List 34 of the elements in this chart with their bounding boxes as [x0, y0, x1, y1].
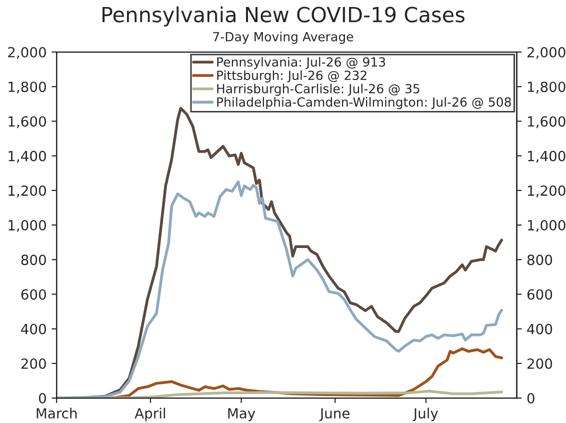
line-series	[56, 180, 504, 398]
y2-tick-label: 1,000	[528, 220, 566, 232]
legend-label: Pittsburgh: Jul-26 @ 232	[217, 70, 366, 82]
y-tick-label: 800	[21, 254, 46, 266]
y2-tick-label: 1,400	[528, 150, 566, 163]
y-tick-label: 1,000	[8, 220, 46, 232]
y-tick-label: 0	[38, 393, 46, 404]
chart-subtitle: 7-Day Moving Average	[213, 32, 354, 44]
y-tick-label: 200	[21, 358, 46, 369]
y-tick-label: 1,400	[8, 150, 46, 163]
legend-label: Pennsylvania: Jul-26 @ 913	[217, 57, 386, 70]
y-tick-label: 1,200	[8, 185, 46, 198]
x-tick-label: April	[134, 408, 166, 422]
y2-tick-label: 0	[527, 393, 534, 404]
x-tick-label: July	[412, 408, 438, 422]
y2-tick-label: 1,600	[528, 116, 566, 128]
chart-title: Pennsylvania New COVID-19 Cases	[102, 6, 465, 27]
y2-tick-label: 1,200	[528, 185, 566, 198]
y2-tick-label: 400	[527, 324, 552, 334]
y-tick-label: 1,600	[8, 116, 46, 128]
x-tick-label: March	[36, 408, 77, 419]
y2-tick-label: 2,000	[528, 47, 566, 59]
legend-label: Philadelphia-Camden-Wilmington: Jul-26 @ 508	[217, 97, 511, 110]
y2-tick-label: 600	[527, 289, 552, 300]
y2-tick-label: 200	[528, 358, 552, 369]
x-tick-label: May	[228, 408, 256, 422]
y-tick-label: 1,800	[8, 82, 46, 94]
y-tick-label: 2,000	[8, 47, 46, 59]
y-tick-label: 600	[21, 289, 46, 300]
x-tick-label: June	[319, 408, 350, 422]
y-tick-label: 400	[21, 324, 46, 334]
y2-tick-label: 800	[527, 254, 552, 266]
legend-label: Harrisburgh-Carlisle: Jul-26 @ 35	[217, 84, 420, 96]
y2-tick-label: 1,800	[528, 82, 566, 94]
